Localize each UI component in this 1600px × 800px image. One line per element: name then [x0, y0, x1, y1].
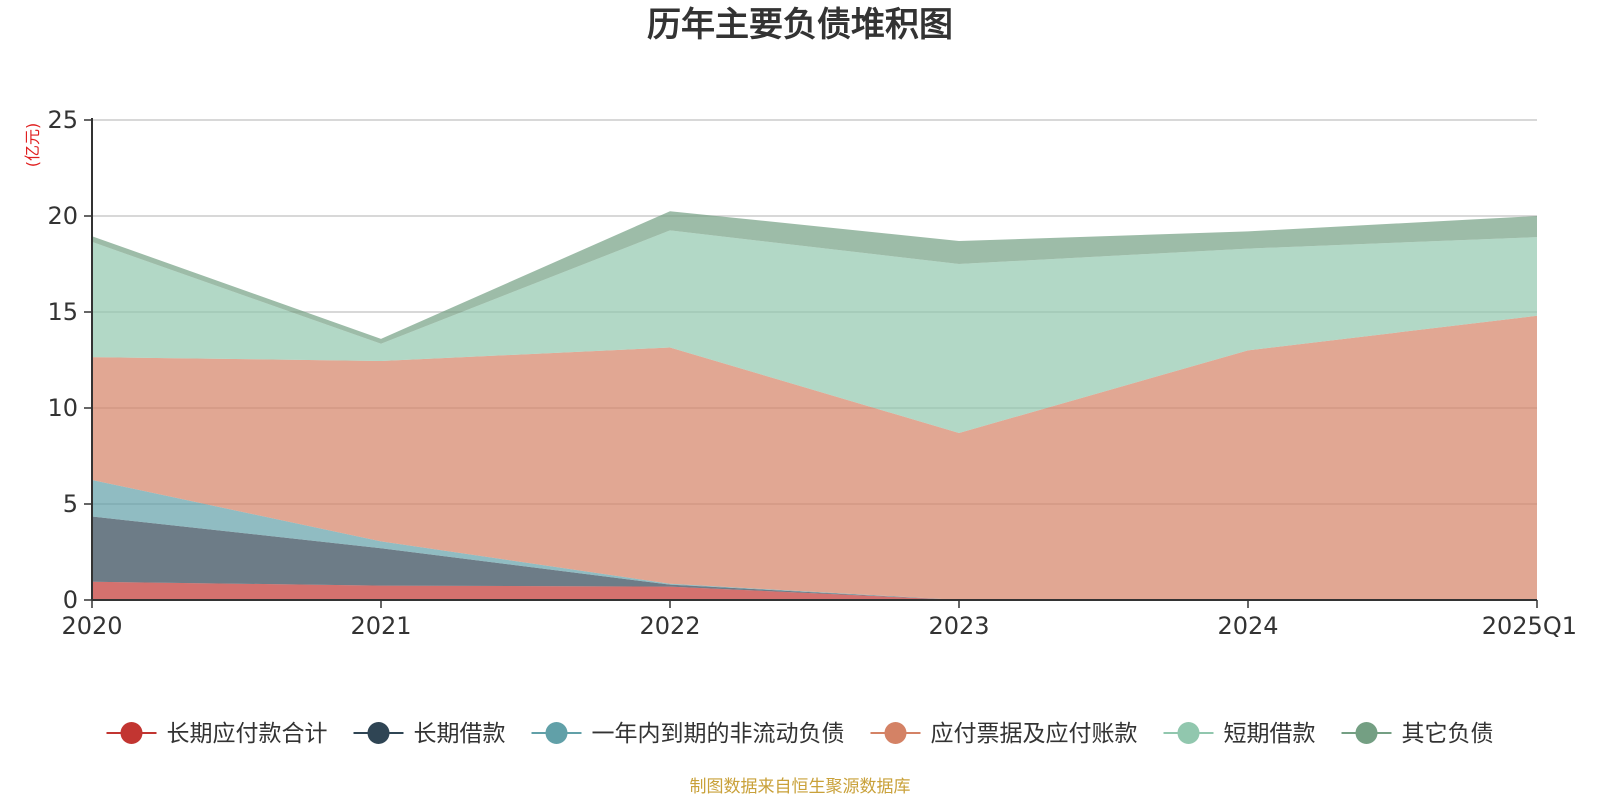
y-tick-label: 0 — [63, 586, 78, 614]
x-tick-label: 2020 — [61, 612, 122, 640]
area-0[interactable] — [92, 581, 1537, 600]
legend-marker — [545, 722, 568, 744]
area-4[interactable] — [92, 230, 1537, 433]
legend-label: 其它负债 — [1402, 721, 1494, 747]
legend-label: 应付票据及应付账款 — [931, 721, 1138, 747]
axes: 0 5 10 15 20 25 2020 2021 2022 2023 2024 2025Q1 — [47, 106, 1577, 640]
y-tick-label: 25 — [47, 106, 78, 134]
y-unit-label: (亿元) — [23, 123, 42, 168]
x-tick-label: 2021 — [350, 612, 411, 640]
area-3[interactable] — [92, 315, 1537, 600]
x-tick-label: 2024 — [1217, 612, 1278, 640]
legend-label: 短期借款 — [1224, 721, 1316, 747]
legend-item-0[interactable]: 长期应付款合计 — [106, 721, 328, 747]
x-tick-label: 2025Q1 — [1482, 612, 1577, 640]
legend-label: 长期应付款合计 — [167, 721, 328, 747]
legend-marker — [1177, 722, 1200, 744]
legend[interactable]: 长期应付款合计 长期借款 一年内到期的非流动负债 应付票据及应付账款 短期借款 其它负债 — [106, 721, 1494, 747]
area-1[interactable] — [92, 516, 1537, 601]
legend-marker — [120, 722, 143, 744]
legend-marker — [367, 722, 390, 744]
y-tick-label: 20 — [47, 202, 78, 230]
legend-item-1[interactable]: 长期借款 — [353, 721, 506, 747]
y-tick-label: 5 — [63, 490, 78, 518]
legend-marker — [884, 722, 907, 744]
x-tick-label: 2023 — [928, 612, 989, 640]
chart-title: 历年主要负债堆积图 — [647, 5, 953, 45]
legend-item-5[interactable]: 其它负债 — [1341, 721, 1494, 747]
y-tick-label: 10 — [47, 394, 78, 422]
legend-item-2[interactable]: 一年内到期的非流动负债 — [531, 721, 845, 747]
x-tick-label: 2022 — [639, 612, 700, 640]
legend-label: 一年内到期的非流动负债 — [592, 721, 845, 747]
data-source-note: 制图数据来自恒生聚源数据库 — [690, 777, 911, 797]
legend-item-3[interactable]: 应付票据及应付账款 — [870, 721, 1138, 747]
y-tick-label: 15 — [47, 298, 78, 326]
legend-label: 长期借款 — [414, 721, 506, 747]
area-5[interactable] — [92, 211, 1537, 344]
legend-item-4[interactable]: 短期借款 — [1163, 721, 1316, 747]
area-series — [92, 211, 1537, 600]
legend-marker — [1355, 722, 1378, 744]
